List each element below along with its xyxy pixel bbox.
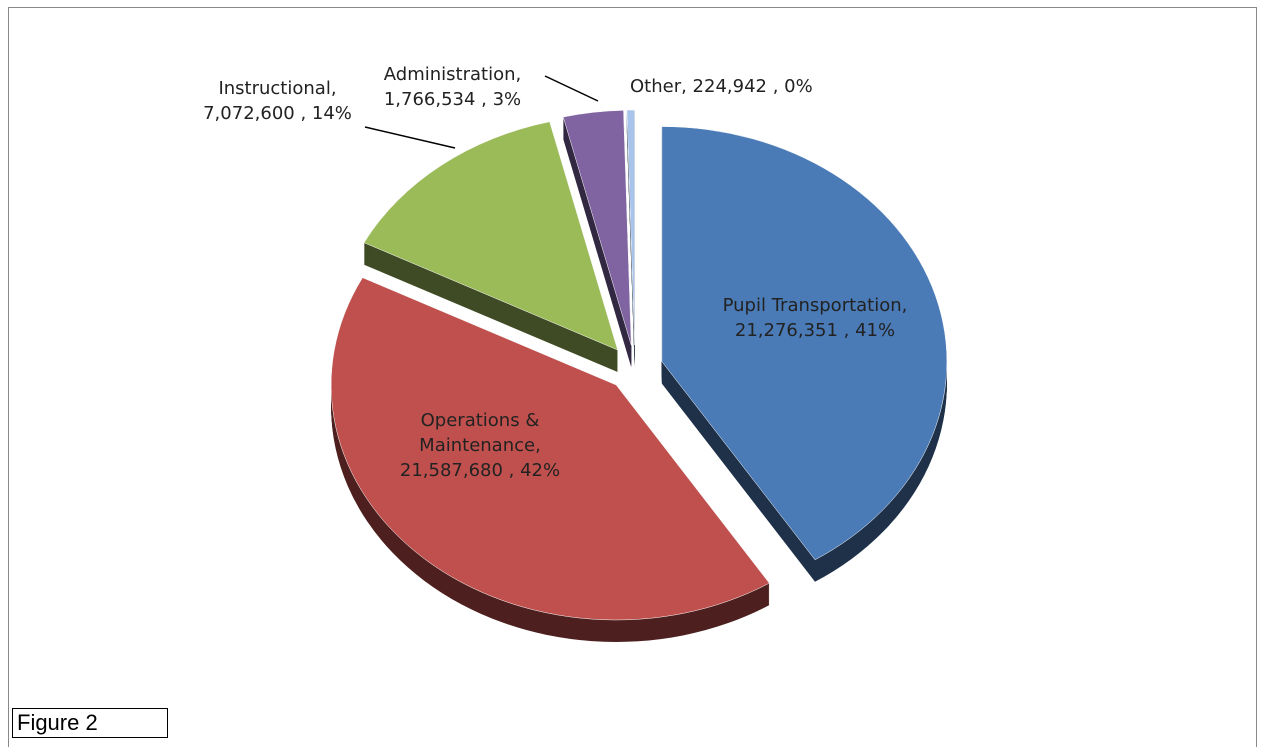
slice [330, 277, 770, 621]
frame [8, 7, 1257, 747]
figure-label: Figure 2 [12, 708, 168, 738]
data-label: Administration, 1,766,534 , 3% [383, 64, 522, 110]
data-label: Instructional, 7,072,600 , 14% [203, 78, 352, 124]
data-label: Operations & Maintenance, 21,587,680 , 4… [399, 410, 561, 481]
leader-line [364, 126, 456, 149]
slice [562, 110, 632, 346]
leader-line [544, 75, 599, 102]
data-label: Other, 224,942 , 0% [630, 76, 813, 97]
slice [626, 109, 635, 346]
data-label: Pupil Transportation, 21,276,351 , 41% [722, 295, 908, 341]
slice [363, 121, 619, 351]
slice [661, 126, 948, 561]
